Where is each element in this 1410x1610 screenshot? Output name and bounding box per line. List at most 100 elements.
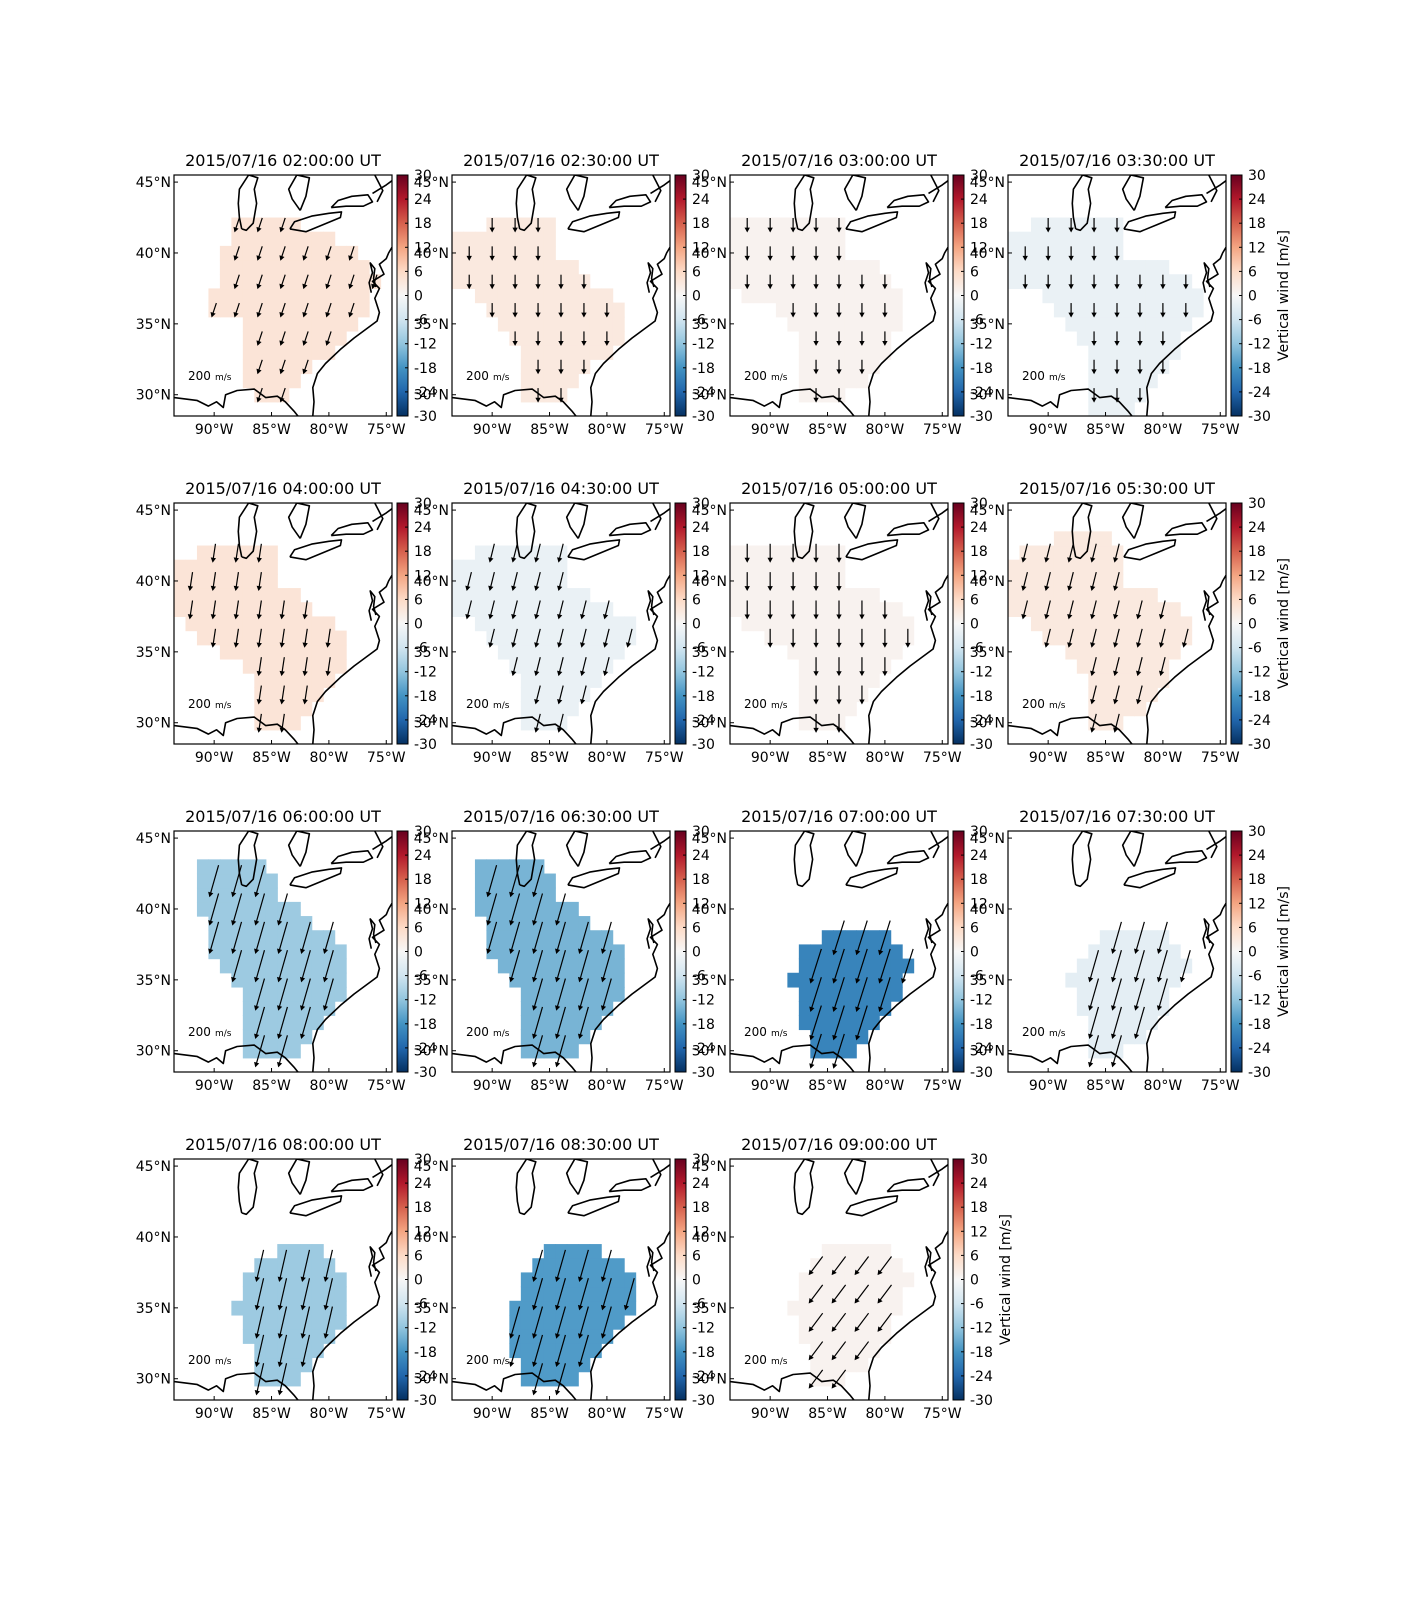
wind-arrowhead (279, 340, 285, 346)
wind-cell (787, 588, 800, 603)
wind-cell (543, 901, 556, 917)
wind-arrowhead (882, 642, 888, 648)
wind-cell (265, 1314, 278, 1330)
scale-key: 200 m/s (1022, 369, 1066, 383)
wind-cell (1111, 644, 1124, 660)
wind-cell (474, 887, 488, 903)
wind-cell (311, 260, 324, 275)
wind-cell (208, 616, 221, 632)
wind-cell (474, 859, 488, 875)
wind-cell (520, 359, 533, 375)
wind-arrowhead (1158, 642, 1165, 648)
wind-cell (242, 658, 255, 674)
lat-tick-label: 35°N (136, 317, 171, 333)
coastline-chesapeake (924, 590, 933, 621)
wind-cell (242, 573, 255, 589)
wind-cell (520, 1371, 533, 1387)
wind-cell (787, 616, 800, 632)
wind-cell (1076, 1001, 1089, 1016)
coastline-ontario (1164, 850, 1208, 865)
wind-cell (867, 972, 880, 988)
wind-vectors (466, 217, 610, 403)
wind-cell (265, 602, 278, 618)
wind-cell (474, 231, 488, 247)
wind-arrowhead (300, 1276, 306, 1283)
wind-cell (844, 986, 857, 1002)
wind-arrowhead (558, 284, 564, 290)
wind-cell (1157, 673, 1170, 688)
colorbar-tick-label: 12 (970, 896, 988, 912)
colorbar-tick-label: 24 (970, 848, 988, 864)
wind-cell (497, 930, 510, 946)
wind-arrowhead (279, 226, 285, 233)
wind-cell (1088, 644, 1101, 660)
wind-arrowhead (233, 283, 239, 290)
scale-value: 200 (466, 1025, 489, 1039)
coastline (174, 175, 392, 416)
wind-cell (288, 673, 301, 688)
wind-cell (1145, 288, 1158, 304)
wind-cell (543, 373, 556, 389)
wind-arrow (808, 1312, 824, 1332)
wind-cell (1168, 958, 1181, 974)
wind-cell (867, 1001, 880, 1016)
wind-arrow (1157, 950, 1168, 982)
wind-arrow (1134, 1006, 1145, 1039)
colorbar-tick-label: 12 (692, 240, 710, 256)
lon-tick-label: 75°W (1201, 750, 1240, 766)
wind-cell (1099, 630, 1112, 646)
wind-cell (452, 588, 465, 603)
wind-arrowhead (855, 949, 861, 956)
coastline (452, 175, 670, 416)
wind-cell (311, 245, 324, 261)
lon-tick-label: 80°W (588, 422, 627, 438)
wind-cell (300, 260, 313, 275)
wind-arrow (533, 1035, 544, 1067)
wind-cell (1134, 288, 1147, 304)
wind-cell (265, 573, 278, 589)
wind-cell (1122, 588, 1135, 603)
map-frame (1007, 174, 1227, 417)
wind-cell (357, 288, 370, 304)
wind-cell (1122, 673, 1135, 688)
coastline-erie (567, 1195, 621, 1217)
wind-cell (566, 644, 579, 660)
wind-cell (566, 345, 579, 360)
wind-cell (1042, 288, 1055, 304)
wind-vectors (744, 543, 911, 733)
wind-cell (334, 274, 347, 290)
colorbar-tick-label: -30 (692, 1393, 715, 1409)
colorbar-tick-label: 0 (1248, 617, 1257, 633)
wind-arrow (808, 1284, 824, 1303)
lat-tick-label: 30°N (414, 1044, 449, 1060)
wind-cell (242, 1015, 255, 1031)
wind-cell (1145, 1001, 1158, 1016)
wind-arrow (487, 921, 498, 953)
wind-arrowhead (302, 283, 308, 290)
colorbar-tick-label: 0 (970, 289, 979, 305)
coastline-florida (868, 246, 948, 416)
wind-arrowhead (831, 1297, 837, 1304)
wind-arrowhead (532, 1061, 538, 1068)
wind-arrowhead (1068, 227, 1074, 233)
wind-cell (844, 701, 857, 717)
lat-tick-label: 40°N (414, 1230, 449, 1246)
wind-cell (1008, 231, 1021, 247)
wind-arrowhead (813, 727, 819, 733)
wind-cell (1099, 1001, 1112, 1016)
wind-arrowhead (348, 311, 354, 318)
wind-arrowhead (790, 642, 796, 648)
wind-arrowhead (809, 1006, 815, 1013)
wind-cell (452, 602, 465, 618)
wind-cell (798, 1272, 811, 1288)
wind-arrowhead (809, 1063, 815, 1069)
wind-cell (1088, 531, 1101, 547)
wind-cell (497, 545, 510, 561)
lat-tick-label: 45°N (136, 503, 171, 519)
wind-cell (185, 559, 198, 575)
wind-cell (242, 1300, 255, 1316)
wind-cell (311, 302, 324, 318)
coastline-ontario (330, 522, 374, 537)
